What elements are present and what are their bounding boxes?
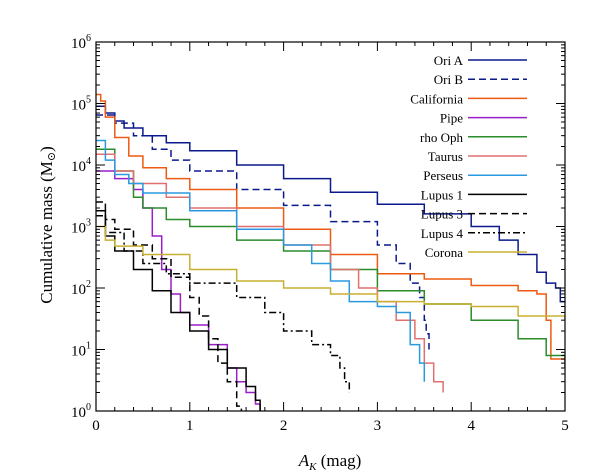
legend-label-pipe: Pipe <box>440 111 463 126</box>
legend-label-ori-a: Ori A <box>434 53 464 68</box>
legend-label-lupus-4: Lupus 4 <box>421 226 464 241</box>
x-axis-label: AK (mag) <box>298 451 362 473</box>
svg-text:AK (mag): AK (mag) <box>298 451 362 473</box>
x-axis-label-var: A <box>298 451 310 470</box>
series-line-ori-a <box>96 105 565 303</box>
legend-label-corona: Corona <box>425 245 464 260</box>
x-tick-label: 4 <box>467 418 475 434</box>
y-tick-label: 101 <box>71 341 91 360</box>
series-line-ori-b <box>96 114 430 350</box>
svg-text:Cumulative mass (M⊙): Cumulative mass (M⊙) <box>37 146 58 304</box>
y-tick-label: 104 <box>71 156 91 175</box>
x-axis-label-sub: K <box>308 461 317 473</box>
legend-label-ori-b: Ori B <box>434 72 464 87</box>
x-axis-label-unit: (mag) <box>316 451 361 470</box>
legend-label-california: California <box>410 91 463 106</box>
y-tick-label: 103 <box>71 218 91 237</box>
y-axis-label: Cumulative mass (M⊙) <box>37 146 58 304</box>
x-tick-label: 0 <box>92 418 100 434</box>
legend-label-rho-oph: rho Oph <box>420 130 463 145</box>
series-line-perseus <box>96 139 426 382</box>
series-layer <box>96 93 565 411</box>
y-tick-label: 102 <box>71 279 91 298</box>
legend-label-lupus-3: Lupus 3 <box>421 207 463 222</box>
legend-label-taurus: Taurus <box>428 149 463 164</box>
y-tick-label: 105 <box>71 95 91 114</box>
x-tick-label: 5 <box>561 418 569 434</box>
series-line-california <box>96 93 565 364</box>
series-line-rho-oph <box>96 148 565 368</box>
sun-symbol: ⊙ <box>46 152 58 161</box>
tick-labels-layer: 0 1 2 3 4 5 100 101 102 103 104 105 106 <box>71 33 569 434</box>
x-tick-label: 3 <box>374 418 382 434</box>
y-tick-label: 106 <box>71 33 91 52</box>
series-line-corona <box>96 225 565 321</box>
y-tick-label: 100 <box>71 402 91 421</box>
series-line-pipe <box>96 170 261 411</box>
plot-frame <box>95 41 566 412</box>
series-line-lupus-3 <box>96 201 243 411</box>
x-tick-label: 1 <box>186 418 194 434</box>
legend: Ori A Ori B California Pipe rho Oph Taurus Per… <box>410 53 527 260</box>
y-axis-label-text: Cumulative mass (M <box>37 161 56 304</box>
legend-label-perseus: Perseus <box>423 168 463 183</box>
series-line-lupus-4 <box>96 214 351 393</box>
legend-label-lupus-1: Lupus 1 <box>421 187 463 202</box>
x-tick-label: 2 <box>280 418 288 434</box>
y-axis-label-close: ) <box>37 146 56 152</box>
